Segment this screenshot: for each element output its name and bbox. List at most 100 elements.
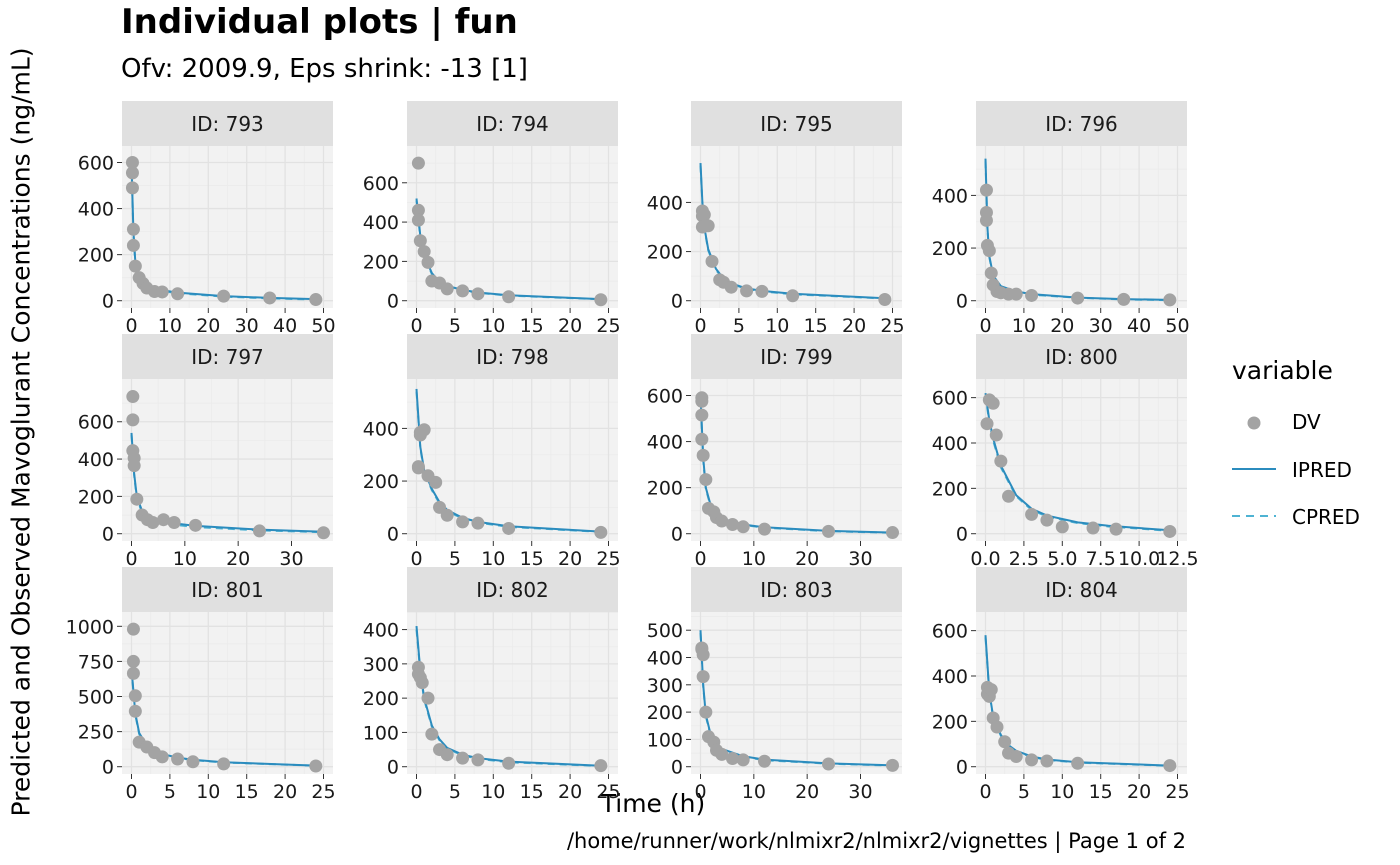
legend-key-dv [1247,416,1261,430]
y-tick-label: 200 [647,242,683,264]
y-tick-label: 200 [932,478,968,500]
dv-point [126,666,140,680]
y-tick-label: 200 [647,702,683,724]
x-tick-label: 20 [558,781,582,803]
x-tick-label: 10 [481,548,505,570]
facet-strip [122,101,333,146]
dv-point [411,461,425,475]
y-tick-label: 400 [647,192,683,214]
dv-point [128,704,142,718]
x-tick-label: 40 [273,315,297,337]
caption: /home/runner/work/nlmixr2/nlmixr2/vignet… [566,829,1186,853]
dv-point [155,750,169,764]
y-tick-label: 0 [956,757,968,779]
facet-strip [976,567,1187,612]
x-tick-label: 25 [596,315,620,337]
legend-label-dv: DV [1292,410,1321,434]
x-tick-label: 25 [1165,781,1189,803]
dv-point [125,156,139,170]
x-tick-label: 0 [125,781,137,803]
facet-strip-label: ID: 796 [1045,112,1118,136]
dv-point [425,727,439,741]
y-tick-label: 200 [78,245,114,267]
dv-point [757,754,771,768]
x-tick-label: 10 [173,548,197,570]
dv-point [695,394,709,408]
x-tick-label: 5 [164,781,176,803]
x-tick-label: 0 [694,315,706,337]
dv-point [982,244,996,258]
x-tick-label: 25 [880,315,904,337]
dv-point [984,683,998,697]
x-tick-label: 7.5 [1086,548,1116,570]
y-tick-label: 200 [363,251,399,273]
y-tick-label: 200 [932,711,968,733]
dv-point [878,292,892,306]
x-tick-label: 10 [481,781,505,803]
x-tick-label: 20 [1050,315,1074,337]
legend-label-cpred: CPRED [1292,505,1360,529]
dv-point [740,284,754,298]
dv-point [594,293,608,307]
y-tick-label: 0 [671,291,683,313]
dv-point [697,208,711,222]
dv-point [128,259,142,273]
facet-strip [407,567,618,612]
dv-point [1055,520,1069,534]
x-tick-label: 10 [1012,315,1036,337]
dv-point [696,448,710,462]
dv-point [217,757,231,771]
y-tick-label: 400 [932,666,968,688]
facet-panel: ID: 799 0 10 20 30 0 200 400 600 [647,334,902,570]
facet-panel: ID: 793 0 10 20 30 40 50 0 200 400 600 [78,101,336,337]
y-tick-label: 200 [363,471,399,493]
dv-point [429,475,443,489]
dv-point [715,747,729,761]
dv-point [456,284,470,298]
x-tick-label: 0 [125,548,137,570]
y-tick-label: 0 [102,524,114,546]
dv-point [725,752,739,766]
facet-strip-label: ID: 801 [191,578,264,602]
dv-point [725,517,739,531]
facet-strip-label: ID: 800 [1045,345,1118,369]
dv-point [502,756,516,770]
dv-point [411,203,425,217]
x-tick-label: 5.0 [1047,548,1077,570]
x-tick-label: 20 [226,548,250,570]
dv-point [411,213,425,227]
dv-point [979,213,993,227]
y-tick-label: 400 [647,648,683,670]
facet-strip-label: ID: 798 [476,345,549,369]
facet-panel: ID: 804 0 5 10 15 20 25 0 200 400 600 [932,567,1190,803]
facet-panel: ID: 796 0 10 20 30 40 50 0 200 400 [932,101,1190,337]
y-tick-label: 200 [78,486,114,508]
y-tick-label: 0 [102,291,114,313]
facet-panel: ID: 802 0 5 10 15 20 25 0 100 200 300 400 [363,567,621,803]
x-tick-label: 0.0 [970,548,1000,570]
facet-strip-label: ID: 802 [476,578,549,602]
dv-point [1163,759,1177,773]
dv-point [886,526,900,540]
chart-subtitle: Ofv: 2009.9, Eps shrink: -13 [1] [121,54,528,84]
x-tick-label: 15 [520,781,544,803]
dv-point [980,417,994,431]
y-tick-label: 400 [78,449,114,471]
dv-point [171,287,185,301]
x-tick-label: 10 [481,315,505,337]
dv-point [696,648,710,662]
dv-point [1071,756,1085,770]
dv-point [724,280,738,294]
x-tick-label: 30 [848,781,872,803]
x-tick-label: 0 [694,781,706,803]
dv-point [171,752,185,766]
y-tick-label: 0 [387,291,399,313]
facet-panel: ID: 797 0 10 20 30 0 200 400 600 [78,334,333,570]
dv-point [440,748,454,762]
facet-strip [122,567,333,612]
dv-point [502,521,516,535]
y-tick-label: 200 [647,478,683,500]
dv-point [594,759,608,773]
dv-point [1109,522,1123,536]
y-tick-label: 400 [932,433,968,455]
